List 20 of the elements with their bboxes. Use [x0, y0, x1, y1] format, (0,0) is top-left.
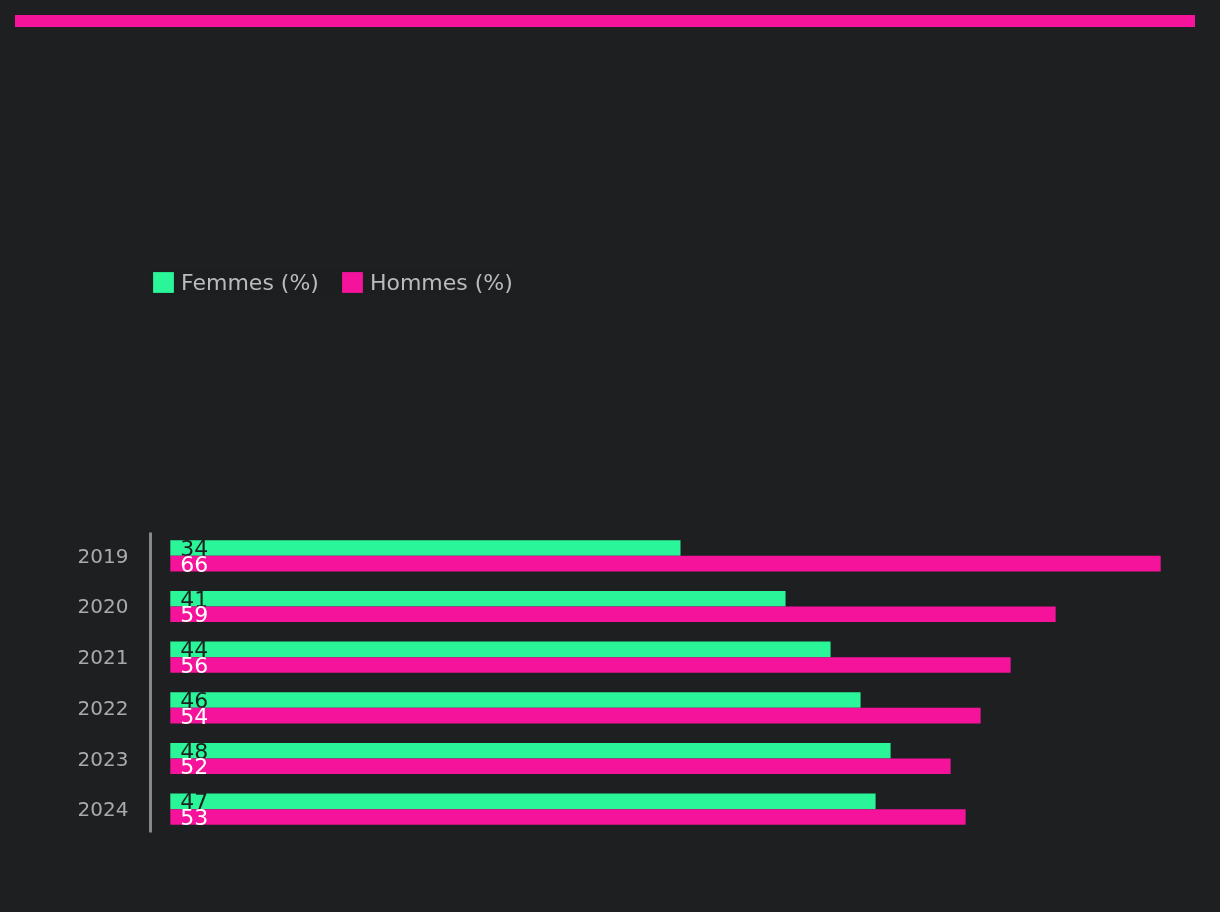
y-tick-label: 2019	[77, 543, 129, 568]
bar	[170, 707, 981, 724]
bar	[170, 809, 966, 825]
y-tick-label: 2021	[77, 645, 129, 670]
bar	[170, 793, 876, 810]
bar	[170, 641, 831, 658]
y-tick-label: 2023	[77, 746, 129, 771]
bar	[170, 692, 861, 708]
bar	[170, 758, 951, 775]
bar	[170, 590, 786, 607]
legend-label: Hommes (%)	[369, 269, 513, 295]
bar	[170, 540, 681, 556]
y-tick-label: 2020	[77, 594, 129, 619]
bar	[170, 742, 891, 759]
bar	[170, 657, 1011, 673]
bar	[170, 606, 1056, 623]
y-tick-label: 2024	[77, 797, 129, 822]
y-tick-label: 2022	[77, 695, 129, 720]
legend-label: Femmes (%)	[181, 269, 319, 295]
bar	[170, 555, 1161, 572]
